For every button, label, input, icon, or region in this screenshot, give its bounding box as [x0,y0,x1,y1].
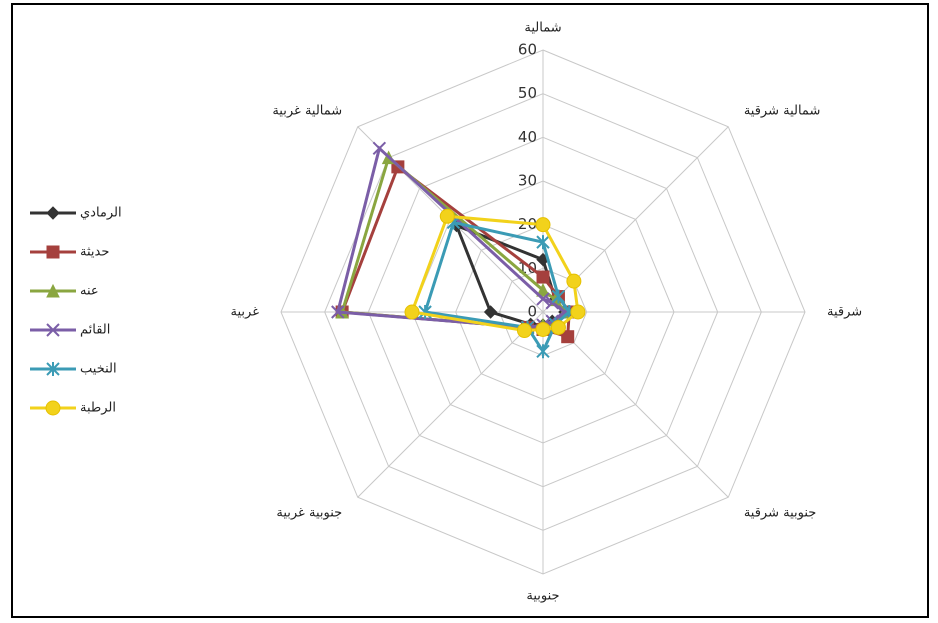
legend-label: الرطبة [80,401,116,416]
category-label: شرقية [827,305,862,320]
category-label: شمالية شرقية [744,104,821,119]
category-label: شمالية غربية [272,104,342,119]
marker [516,323,532,339]
legend-label: القائم [80,323,110,338]
marker [535,321,551,337]
legend-label: حديثة [80,245,109,260]
marker [536,292,550,306]
tick-label: 50 [518,84,537,102]
marker [46,245,60,259]
marker [570,304,586,320]
marker [536,270,550,284]
marker [331,305,345,319]
tick-label: 60 [518,41,537,59]
frame [11,3,929,618]
marker [535,217,551,233]
category-label: غربية [231,305,260,320]
tick-label: 0 [527,303,537,321]
legend-label: النخيب [80,362,117,377]
marker [46,283,60,298]
marker [566,273,582,289]
marker [439,208,455,224]
category-label: جنوبية شرقية [744,505,817,520]
legend-label: الرمادي [80,206,122,221]
marker [550,319,566,335]
tick-label: 30 [518,172,537,190]
category-label: جنوبية [526,589,559,604]
marker [46,323,60,337]
marker [561,330,575,344]
marker [46,206,60,220]
marker [536,344,550,359]
category-label: شمالية [524,21,561,36]
marker [536,283,550,297]
marker [551,289,566,304]
legend-label: عنه [80,284,99,299]
marker [536,235,550,250]
tick-label: 40 [518,128,537,146]
marker [483,305,498,319]
marker [404,304,420,320]
marker [372,141,387,156]
marker [46,362,60,376]
marker [45,400,61,416]
category-label: جنوبية غربية [276,505,342,520]
spoke [357,311,544,498]
